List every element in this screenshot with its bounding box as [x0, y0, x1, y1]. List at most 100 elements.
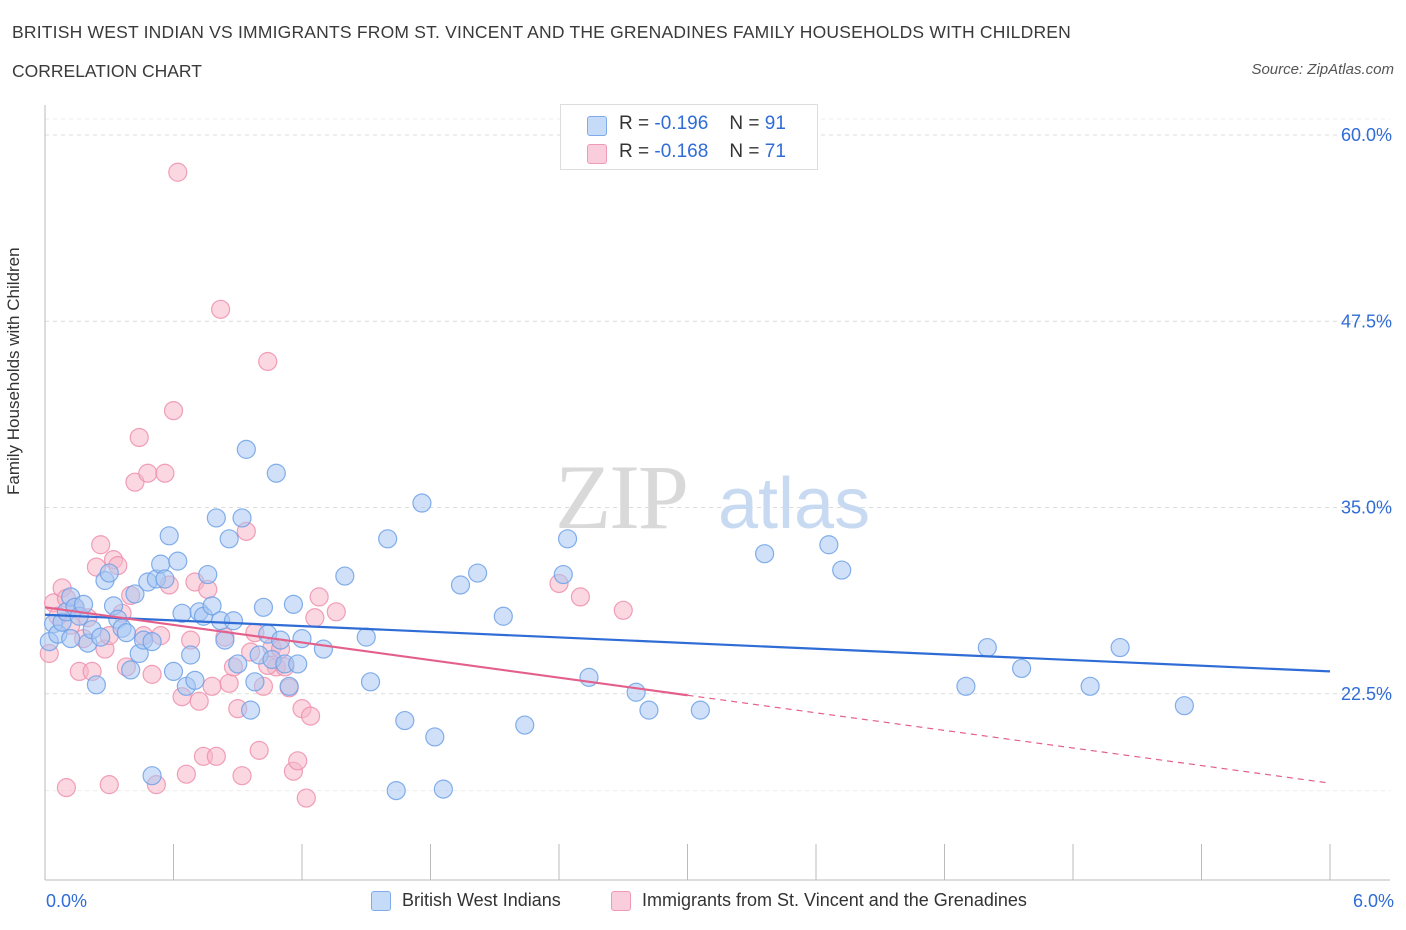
data-point	[305, 608, 325, 628]
data-point	[56, 778, 77, 798]
data-point	[232, 766, 252, 786]
series-legend-swatch-blue	[371, 891, 391, 911]
trend-lines	[44, 606, 1331, 784]
data-point	[515, 715, 535, 735]
legend-n-value: 91	[764, 113, 786, 134]
correlation-legend: R = -0.196 N = 91 R = -0.168 N = 71	[560, 104, 818, 170]
data-point	[309, 587, 329, 607]
legend-r-label: R =	[619, 141, 650, 162]
series-legend: British West Indians Immigrants from St.…	[0, 889, 1406, 915]
x-tick-label-min: 0.0%	[46, 891, 88, 911]
data-point	[236, 439, 256, 459]
data-point	[412, 493, 432, 513]
svg-text:atlas: atlas	[718, 464, 870, 544]
data-point	[202, 596, 222, 616]
data-point	[425, 727, 445, 747]
data-point	[956, 676, 976, 696]
data-point	[557, 529, 578, 549]
legend-n-label: N =	[729, 141, 760, 162]
legend-n-label: N =	[729, 113, 760, 134]
data-point	[395, 710, 415, 731]
data-point	[159, 526, 179, 546]
data-point	[977, 637, 997, 658]
data-point	[138, 463, 158, 483]
data-point	[300, 706, 321, 726]
data-point	[228, 654, 248, 674]
data-point	[288, 751, 308, 771]
data-point	[266, 463, 286, 483]
data-point	[223, 611, 244, 631]
data-point	[206, 508, 226, 528]
x-tick-label-max: 6.0%	[1352, 891, 1394, 911]
data-point	[553, 564, 573, 585]
data-point	[639, 700, 659, 720]
data-point	[819, 535, 839, 555]
data-point	[258, 351, 278, 372]
axes	[44, 105, 1390, 881]
data-point	[168, 162, 188, 182]
trend-line-pink-extension	[687, 694, 1331, 784]
data-point	[613, 600, 633, 620]
data-point	[155, 569, 175, 589]
data-point	[378, 529, 398, 549]
data-point	[249, 740, 269, 760]
data-point	[626, 682, 646, 702]
y-tick-label: 60.0%	[1341, 125, 1392, 145]
data-point	[313, 639, 334, 659]
series-british-west-indians	[39, 439, 1194, 801]
y-tick-labels: 22.5% 35.0% 47.5% 60.0%	[1341, 125, 1392, 704]
data-point	[189, 691, 209, 711]
chart-subtitle: CORRELATION CHART	[12, 61, 202, 81]
data-point	[241, 700, 261, 720]
data-point	[356, 627, 376, 647]
data-point	[219, 529, 239, 549]
legend-swatch-pink	[587, 144, 607, 164]
data-point	[91, 535, 111, 555]
data-point	[1110, 637, 1130, 658]
data-point	[1011, 658, 1032, 679]
data-point	[163, 401, 184, 421]
data-point	[386, 780, 406, 801]
data-point	[185, 670, 205, 690]
data-point	[163, 661, 184, 682]
y-tick-label: 35.0%	[1341, 498, 1392, 518]
data-point	[468, 563, 488, 583]
legend-text-pink: R = -0.168 N = 71	[619, 141, 786, 163]
legend-r-label: R =	[619, 113, 650, 134]
data-point	[296, 788, 316, 808]
legend-text-blue: R = -0.196 N = 91	[619, 113, 786, 135]
data-point	[335, 566, 355, 586]
data-point	[142, 766, 162, 786]
data-point	[450, 575, 471, 595]
data-point	[181, 645, 201, 665]
legend-swatch-blue	[587, 116, 607, 136]
data-point	[253, 597, 274, 617]
data-point	[1080, 676, 1100, 696]
data-point	[433, 779, 453, 799]
data-point	[232, 508, 252, 528]
data-point	[360, 672, 381, 692]
svg-text:ZIP: ZIP	[555, 446, 687, 548]
trend-line-pink	[44, 606, 688, 697]
data-point	[86, 675, 107, 695]
data-point	[1174, 696, 1194, 716]
y-tick-label: 47.5%	[1341, 311, 1392, 331]
data-point	[245, 672, 265, 692]
data-point	[219, 673, 239, 693]
data-point	[211, 299, 231, 319]
series-immigrants-st-vincent	[39, 162, 633, 808]
data-point	[754, 544, 775, 564]
data-point	[493, 606, 513, 626]
data-point	[279, 676, 299, 696]
data-point	[142, 631, 162, 652]
data-point	[292, 629, 312, 649]
data-point	[116, 623, 136, 643]
y-tick-label: 22.5%	[1341, 684, 1392, 704]
data-point	[326, 602, 346, 622]
data-point	[832, 560, 852, 580]
data-point	[61, 629, 81, 649]
data-point	[91, 627, 111, 647]
legend-n-value: 71	[764, 141, 786, 162]
y-axis-label: Family Households with Children	[4, 247, 23, 495]
